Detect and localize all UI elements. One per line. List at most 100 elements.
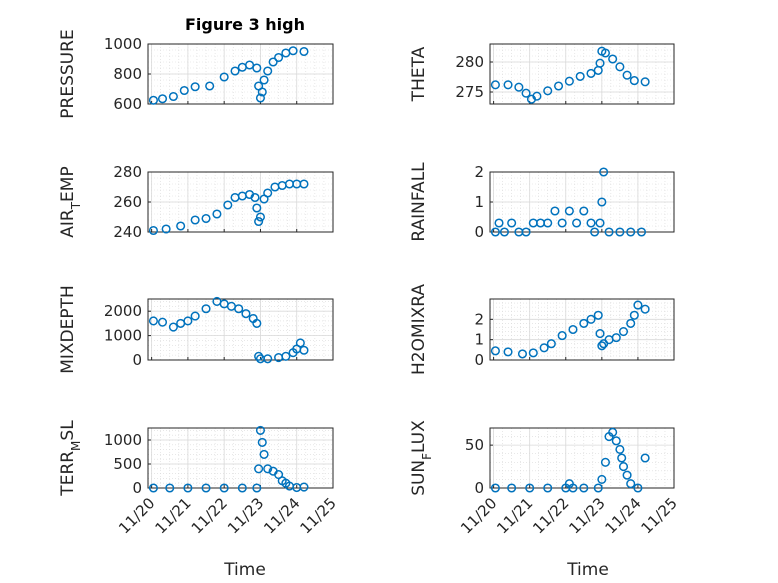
plot-border — [147, 171, 334, 233]
data-point — [245, 60, 255, 70]
y-tick-label: 2000 — [104, 302, 142, 320]
data-point — [579, 206, 589, 216]
y-tick-label: 0 — [132, 351, 142, 369]
data-point — [615, 444, 625, 454]
data-point — [157, 94, 168, 104]
y-axis-label: H2OMIXRA — [409, 284, 429, 375]
y-tick-label: 0 — [132, 479, 142, 497]
data-point — [252, 483, 262, 493]
y-tick-label: 275 — [455, 83, 484, 101]
x-tick-label: 11/21 — [493, 494, 536, 537]
data-point — [503, 347, 513, 357]
y-tick-label: 600 — [113, 95, 142, 113]
y-axis-label: PRESSURE — [58, 29, 78, 118]
data-point — [494, 218, 504, 228]
data-point — [263, 66, 273, 76]
x-tick-label: 11/22 — [188, 494, 231, 537]
data-point — [595, 58, 605, 68]
data-point — [299, 179, 309, 189]
data-point — [168, 322, 178, 332]
data-point — [543, 86, 553, 96]
data-point — [550, 206, 560, 216]
data-point — [539, 343, 549, 353]
plot-area-terr_msl — [147, 427, 334, 489]
data-point — [252, 203, 262, 213]
data-point — [257, 87, 267, 97]
data-point — [633, 300, 643, 310]
data-point — [219, 72, 229, 82]
data-point — [597, 197, 607, 207]
chart-title: Figure 3 high — [185, 15, 305, 34]
data-point — [299, 482, 309, 492]
data-point — [255, 212, 266, 222]
data-point — [611, 333, 621, 343]
data-point — [176, 221, 186, 231]
data-point — [521, 88, 531, 98]
data-point — [615, 62, 625, 72]
data-point — [595, 218, 605, 228]
panel-pressure: 600 800 1000 PRESSURE — [58, 29, 334, 119]
data-point — [586, 314, 596, 324]
data-point — [148, 316, 158, 326]
y-tick-label: 0 — [474, 223, 484, 241]
x-tick-label: 11/23 — [565, 494, 608, 537]
data-point — [600, 457, 611, 467]
data-point — [557, 218, 567, 228]
x-tick-label: 11/20 — [115, 494, 158, 537]
data-point — [608, 427, 618, 437]
data-point — [617, 453, 627, 463]
data-point — [205, 81, 215, 91]
panel-h2omixra: 0 1 2 H2OMIXRA — [409, 284, 675, 375]
data-point — [611, 436, 621, 446]
y-axis-label: MIXDEPTH — [58, 285, 78, 374]
data-point — [517, 349, 528, 359]
plot-area-h2omixra — [489, 298, 675, 361]
data-point — [579, 483, 589, 493]
data-point — [615, 227, 625, 237]
plot-border — [489, 171, 675, 233]
data-point — [190, 311, 200, 321]
y-tick-label: 1 — [474, 193, 484, 211]
y-axis-label: THETA — [409, 46, 429, 102]
data-point — [148, 225, 158, 236]
data-point — [629, 76, 639, 86]
data-point — [241, 309, 251, 319]
data-point — [640, 453, 650, 463]
y-tick-label: 50 — [465, 436, 484, 454]
data-point — [507, 218, 517, 228]
data-point — [201, 304, 211, 314]
data-point — [586, 218, 596, 228]
y-axis-label: RAINFALL — [409, 162, 429, 242]
x-tick-label: 11/25 — [638, 494, 681, 537]
data-point — [219, 483, 229, 493]
data-point — [640, 304, 650, 314]
data-point — [626, 318, 636, 328]
data-point — [183, 483, 193, 493]
data-point — [557, 331, 567, 341]
x-tick-label: 11/23 — [224, 494, 267, 537]
x-tick-label: 11/21 — [151, 494, 194, 537]
data-point — [629, 310, 639, 320]
data-point — [604, 227, 614, 237]
y-tick-label: 0 — [474, 479, 484, 497]
y-tick-label: 2 — [474, 310, 484, 328]
x-tick-label: 11/25 — [297, 494, 340, 537]
plot-border — [489, 43, 675, 105]
data-point — [564, 206, 574, 216]
data-point — [543, 218, 553, 228]
data-point — [626, 479, 636, 489]
data-point — [622, 470, 632, 480]
data-point — [255, 425, 266, 435]
data-point — [254, 351, 264, 361]
x-axis-label-right: Time — [566, 560, 609, 580]
data-point — [288, 46, 298, 56]
data-point — [281, 351, 291, 361]
y-tick-label: 0 — [474, 351, 484, 369]
data-point — [490, 227, 500, 237]
x-tick-label: 11/24 — [601, 494, 644, 537]
data-point — [503, 80, 513, 90]
x-tick-label: 11/20 — [457, 494, 500, 537]
